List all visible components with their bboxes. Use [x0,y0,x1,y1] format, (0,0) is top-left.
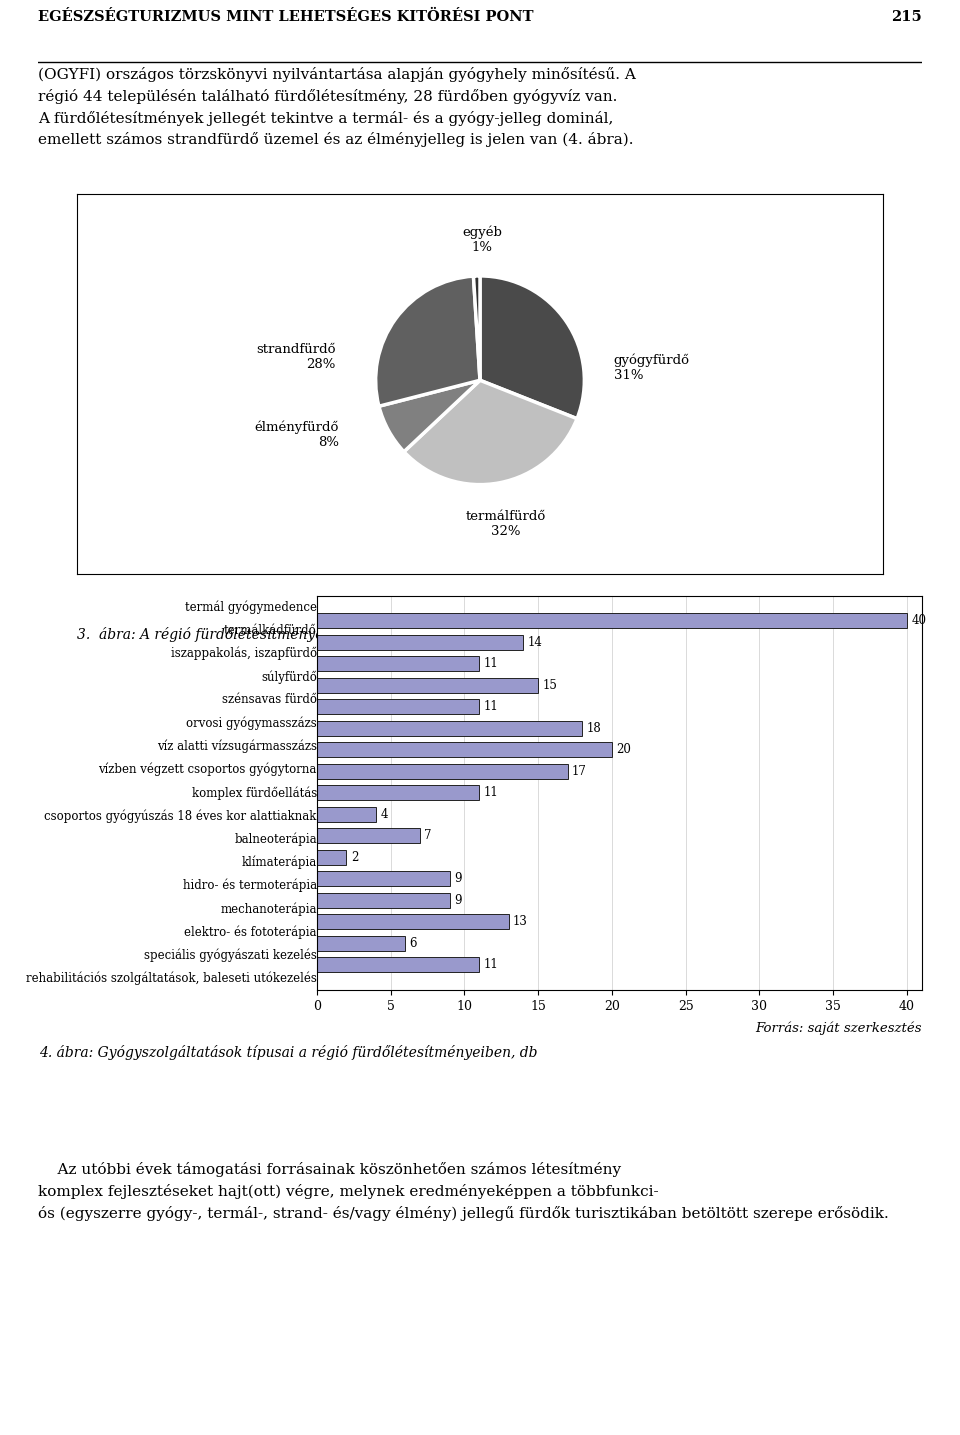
Text: speciális gyógyászati kezelés: speciális gyógyászati kezelés [144,949,317,961]
Text: egyéb
1%: egyéb 1% [462,225,502,254]
Bar [317,634,523,650]
Text: mechanoterápia: mechanoterápia [220,903,317,916]
Text: 7: 7 [424,829,432,842]
Text: Az utóbbi évek támogatási forrásainak köszönhetően számos létesítmény
komplex fe: Az utóbbi évek támogatási forrásainak kö… [38,1162,889,1221]
Bar [317,914,509,930]
Text: 9: 9 [454,894,462,907]
Text: 4. ábra: Gyógyszolgáltatások típusai a régió fürdőlétesítményeiben, db: 4. ábra: Gyógyszolgáltatások típusai a r… [38,1045,537,1060]
Text: 15: 15 [542,679,558,692]
Bar [317,785,479,801]
Bar [317,763,567,779]
Text: 2: 2 [350,851,358,864]
Bar [317,893,449,908]
Bar [317,936,405,951]
Bar [317,850,347,865]
Text: 20: 20 [616,743,631,756]
Text: orvosi gyógymasszázs: orvosi gyógymasszázs [186,716,317,730]
Text: iszappakolás, iszapfürdő: iszappakolás, iszapfürdő [171,647,317,660]
Text: 13: 13 [513,916,528,928]
Text: termálfürdő
32%: termálfürdő 32% [466,511,546,538]
Text: EGÉSZSÉGTURIZMUS MINT LEHETSÉGES KITÖRÉSI PONT: EGÉSZSÉGTURIZMUS MINT LEHETSÉGES KITÖRÉS… [38,10,534,24]
Text: 3.  ábra: A régió fürdőlétesítményei jellegük szerint: 3. ábra: A régió fürdőlétesítményei jell… [77,627,441,643]
Text: 215: 215 [891,10,922,24]
Bar [317,957,479,973]
Text: 11: 11 [484,657,498,670]
Wedge shape [473,276,480,380]
Text: Forrás: saját szerkesztés.: Forrás: saját szerkesztés. [712,597,883,610]
Text: súlyfürdő: súlyfürdő [261,670,317,683]
Text: víz alatti vízsugármasszázs: víz alatti vízsugármasszázs [156,739,317,753]
Text: gyógyfürdő
31%: gyógyfürdő 31% [613,353,689,382]
Bar [317,871,449,887]
Bar [317,742,612,758]
Text: 11: 11 [484,959,498,971]
Bar [317,656,479,672]
Text: (OGYFI) országos törzskönyvi nyilvántartása alapján gyógyhely minősítésű. A
régi: (OGYFI) országos törzskönyvi nyilvántart… [38,67,636,148]
Text: Forrás: saját szerkesztés: Forrás: saját szerkesztés [756,1022,922,1035]
Text: strandfürdő
28%: strandfürdő 28% [256,343,336,372]
Text: termálkádfürdő: termálkádfürdő [224,624,317,637]
Text: szénsavas fürdő: szénsavas fürdő [222,693,317,706]
Text: élményfürdő
8%: élményfürdő 8% [254,420,339,449]
Text: rehabilitációs szolgáltatások, baleseti utókezelés: rehabilitációs szolgáltatások, baleseti … [26,971,317,986]
Text: 14: 14 [528,636,542,649]
Wedge shape [480,276,585,419]
Text: 11: 11 [484,700,498,713]
Text: 11: 11 [484,786,498,799]
Bar [317,699,479,715]
Bar [317,806,375,822]
Text: 4: 4 [380,808,388,821]
Wedge shape [404,380,577,485]
Bar [317,720,583,736]
Text: hidro- és termoterápia: hidro- és termoterápia [182,880,317,893]
Text: 9: 9 [454,872,462,885]
Bar [317,614,907,629]
Text: termál gyógymedence: termál gyógymedence [184,600,317,614]
Text: klímaterápia: klímaterápia [242,855,317,870]
Text: 6: 6 [410,937,418,950]
Bar [317,677,538,693]
Text: balneoterápia: balneoterápia [234,832,317,847]
Text: 40: 40 [911,614,926,627]
Bar [317,828,420,844]
Text: komplex fürdőellátás: komplex fürdőellátás [192,786,317,799]
Text: 17: 17 [572,765,587,778]
Wedge shape [375,276,480,406]
Text: 18: 18 [587,722,602,735]
Text: csoportos gyógyúszás 18 éves kor alattiaknak: csoportos gyógyúszás 18 éves kor alattia… [44,809,317,822]
Text: vízben végzett csoportos gyógytorna: vízben végzett csoportos gyógytorna [99,763,317,776]
Text: elektro- és fototerápia: elektro- és fototerápia [184,926,317,938]
Wedge shape [379,380,480,452]
